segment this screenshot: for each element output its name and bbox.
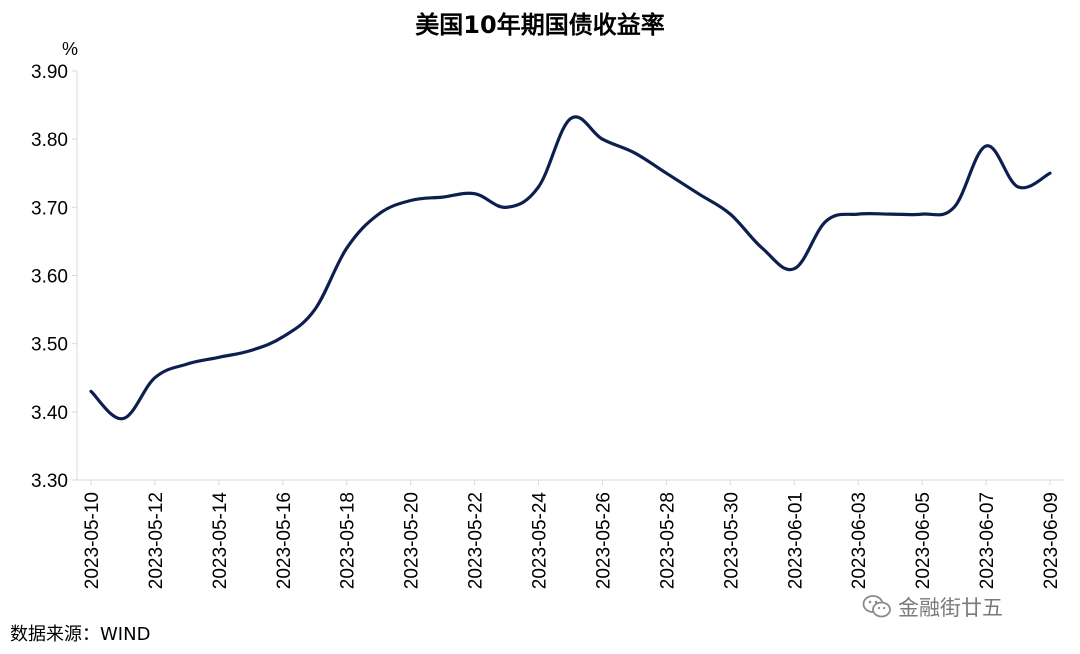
x-tick-label: 2023-06-07 <box>977 492 998 589</box>
x-tick-label: 2023-05-12 <box>146 492 167 589</box>
chart-title: 美国10年期国债收益率 <box>415 11 664 39</box>
x-tick-label: 2023-05-16 <box>274 492 295 589</box>
x-tick-label: 2023-05-20 <box>402 492 423 589</box>
series-line <box>89 115 1052 421</box>
watermark-text: 金融街廿五 <box>898 596 1003 620</box>
x-tick-label: 2023-06-03 <box>849 492 870 589</box>
x-tick-label: 2023-05-30 <box>721 492 742 589</box>
y-tick-label: 3.30 <box>31 471 68 492</box>
y-tick-label: 3.90 <box>31 62 68 83</box>
x-tick-label: 2023-06-09 <box>1041 492 1062 589</box>
x-tick-label: 2023-05-18 <box>338 492 359 589</box>
watermark: 金融街廿五 <box>862 592 1003 622</box>
y-tick-label: 3.50 <box>31 335 68 356</box>
y-axis-unit: % <box>62 39 78 59</box>
y-tick-label: 3.80 <box>31 130 68 151</box>
y-tick-labels: 3.30 3.40 3.50 3.60 3.70 3.80 3.90 <box>31 62 77 492</box>
x-tick-label: 2023-05-14 <box>210 492 231 590</box>
x-tick-label: 2023-05-24 <box>530 492 551 590</box>
y-tick-label: 3.40 <box>31 403 68 424</box>
x-tick-label: 2023-05-28 <box>657 492 678 589</box>
x-tick-label: 2023-05-26 <box>593 492 614 589</box>
x-tick-label: 2023-05-22 <box>466 492 487 589</box>
y-tick-label: 3.60 <box>31 267 68 288</box>
data-source-note: 数据来源：WIND <box>10 624 151 645</box>
y-tick-label: 3.70 <box>31 198 68 219</box>
x-tick-label: 2023-06-05 <box>913 492 934 589</box>
wechat-icon <box>862 595 891 618</box>
x-tick-labels: 2023-05-10 2023-05-12 2023-05-14 2023-05-16… <box>82 480 1062 589</box>
x-tick-label: 2023-05-10 <box>82 492 103 589</box>
x-tick-label: 2023-06-01 <box>785 492 806 589</box>
